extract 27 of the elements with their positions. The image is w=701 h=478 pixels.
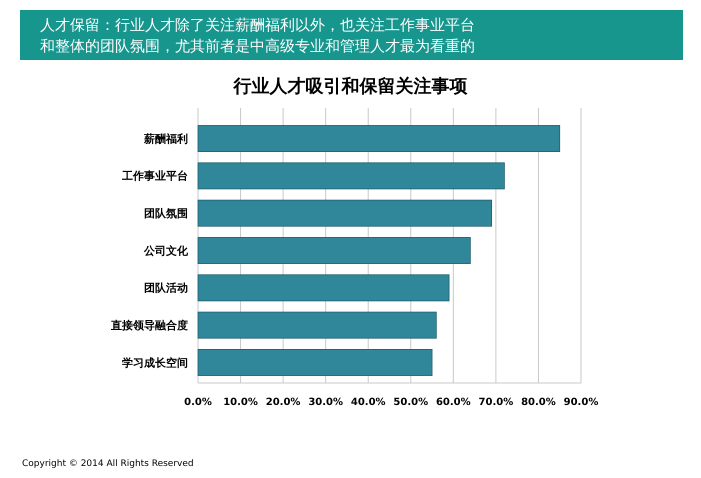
x-tick-label: 20.0% [266, 397, 300, 408]
x-tick-label: 50.0% [393, 397, 428, 408]
x-tick-label: 80.0% [521, 397, 556, 408]
y-tick-label: 学习成长空间 [122, 356, 188, 370]
x-tick-label: 10.0% [223, 397, 258, 408]
bar [198, 237, 471, 264]
y-tick-label: 薪酬福利 [143, 132, 188, 146]
chart-title: 行业人才吸引和保留关注事项 [232, 76, 468, 97]
bar [198, 274, 450, 302]
x-tick-label: 90.0% [564, 397, 598, 408]
x-tick-label: 0.0% [184, 397, 212, 408]
bar [198, 200, 492, 227]
bar [198, 312, 437, 339]
x-tick-label: 40.0% [350, 397, 386, 408]
y-tick-label: 团队活动 [144, 282, 188, 295]
x-tick-label: 30.0% [308, 397, 344, 408]
y-tick-label: 公司文化 [143, 244, 189, 258]
y-tick-label: 直接领导融合度 [110, 319, 188, 332]
bar [198, 349, 432, 376]
chart-subtitle: 人才保留：行业人才除了关注薪酬福利以外，也关注工作事业平台和整体的团队氛围，尤其前者是中高级专业和管理人才最为看重的 [40, 16, 475, 55]
y-tick-label: 团队氛围 [144, 207, 188, 220]
text: Copyright © 2014 All Rights Reserved [22, 459, 194, 469]
x-tick-label: 60.0% [436, 397, 471, 408]
x-tick-label: 70.0% [478, 397, 514, 408]
bar [198, 162, 505, 190]
bar [198, 125, 560, 152]
y-tick-label: 工作事业平台 [121, 170, 188, 183]
